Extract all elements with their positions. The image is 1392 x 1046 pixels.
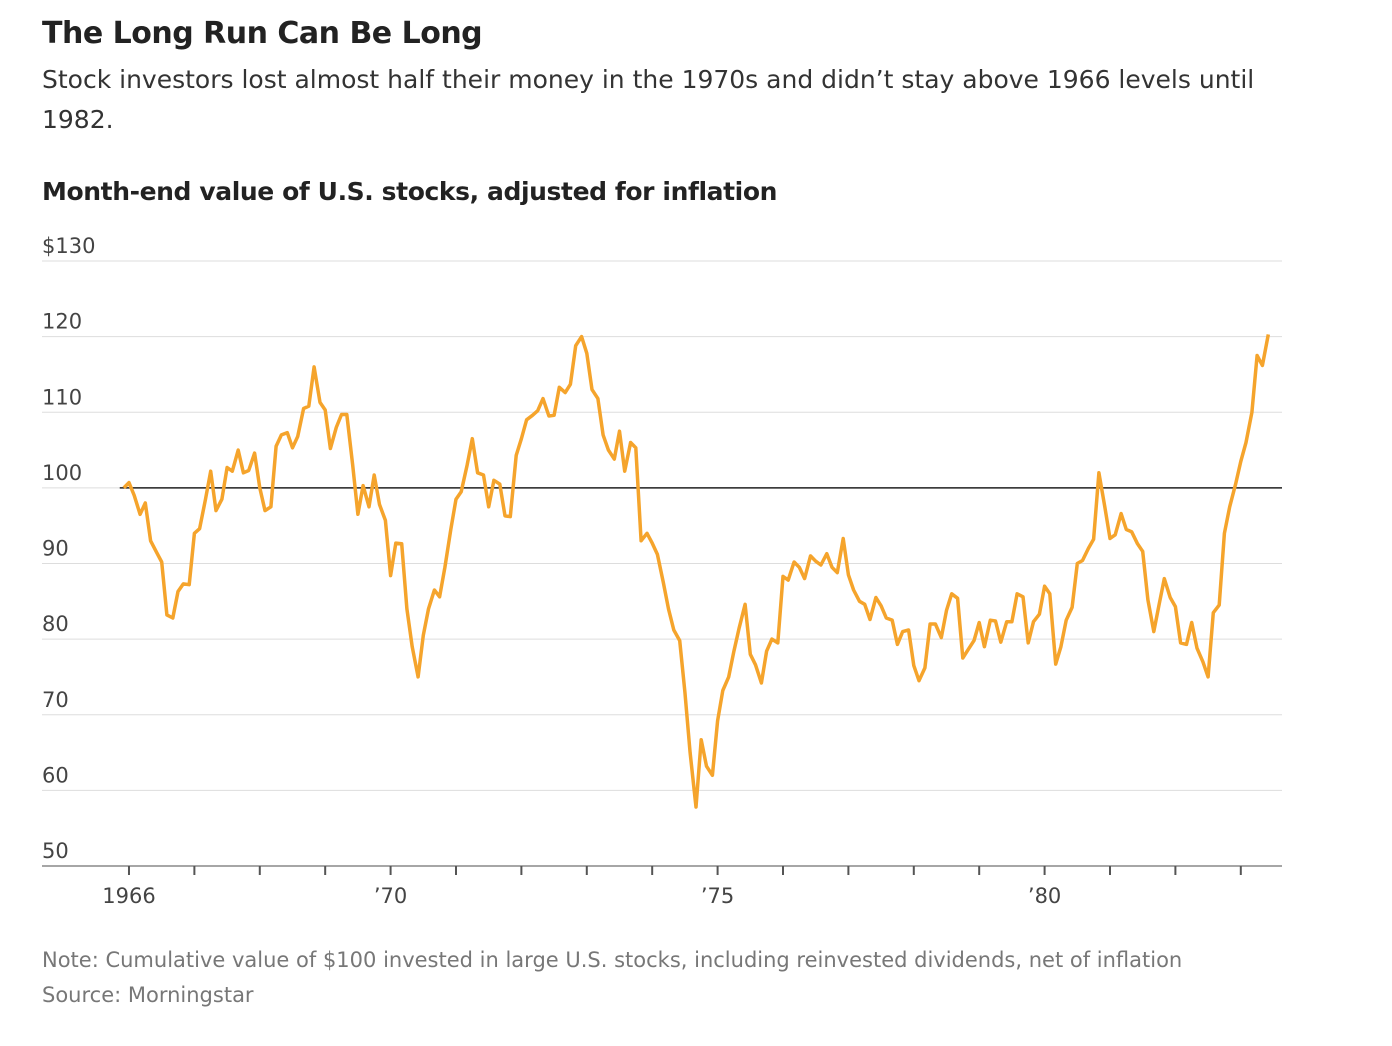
y-tick-label: 80 xyxy=(42,612,69,636)
y-tick-label: 110 xyxy=(42,385,82,409)
chart-subtitle: Stock investors lost almost half their m… xyxy=(42,65,1255,134)
y-axis-label: Month-end value of U.S. stocks, adjusted… xyxy=(42,177,777,206)
y-tick-label: 70 xyxy=(42,688,69,712)
x-tick-label: ’70 xyxy=(374,884,407,908)
y-tick-label: $130 xyxy=(42,234,95,258)
source: Source: Morningstar xyxy=(42,983,254,1007)
chart-title: The Long Run Can Be Long xyxy=(42,16,483,51)
y-tick-label: 50 xyxy=(42,839,69,863)
y-tick-label: 60 xyxy=(42,763,69,787)
y-tick-label: 100 xyxy=(42,461,82,485)
x-tick-label: 1966 xyxy=(102,884,155,908)
x-tick-label: ’75 xyxy=(701,884,734,908)
note: Note: Cumulative value of $100 invested … xyxy=(42,948,1183,972)
x-tick-label: ’80 xyxy=(1028,884,1061,908)
y-tick-label: 120 xyxy=(42,310,82,334)
data-line xyxy=(122,334,1271,809)
y-tick-label: 90 xyxy=(42,537,69,561)
